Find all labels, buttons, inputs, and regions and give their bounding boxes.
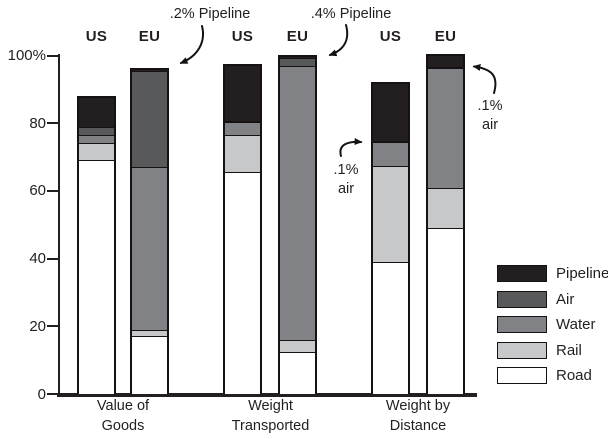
legend-label: Rail xyxy=(556,341,582,359)
segment-rail xyxy=(428,187,463,229)
legend-swatch-pipeline xyxy=(497,265,547,282)
segment-road xyxy=(132,336,167,394)
column-label-us-weight-transported: US xyxy=(231,28,254,45)
bar-us-weight-by-distance xyxy=(371,81,410,394)
annotation-text: air xyxy=(481,116,499,133)
category-label-weight-transported: Weight Transported xyxy=(231,398,310,434)
column-label-eu-weight-by-distance: EU xyxy=(434,28,457,45)
y-tick-label: 20 xyxy=(29,317,46,335)
segment-water xyxy=(280,66,315,341)
y-tick-label: 40 xyxy=(29,250,46,268)
y-tick-label: 100% xyxy=(7,47,46,64)
legend-label: Water xyxy=(556,316,596,333)
segment-air xyxy=(373,141,408,143)
legend-label: Road xyxy=(556,367,592,384)
y-tick xyxy=(47,257,60,260)
segment-pipeline xyxy=(280,56,315,58)
column-label-us-value-of-goods: US xyxy=(85,28,108,45)
y-tick xyxy=(47,393,60,395)
y-tick xyxy=(47,54,60,57)
legend: Pipeline Air Water Rail Road xyxy=(497,265,608,384)
legend-swatch-water xyxy=(497,316,547,333)
annotation-air-us-distance: .1% air xyxy=(316,161,376,198)
segment-rail xyxy=(132,329,167,337)
segment-pipeline xyxy=(428,55,463,67)
legend-item-rail: Rail xyxy=(497,341,608,359)
segment-water xyxy=(225,121,260,136)
segment-road xyxy=(428,228,463,394)
y-tick xyxy=(47,325,60,328)
bar-us-weight-transported xyxy=(223,64,262,394)
column-label-eu-value-of-goods: EU xyxy=(138,28,161,45)
segment-water xyxy=(373,142,408,166)
segment-rail xyxy=(373,165,408,263)
y-axis-line xyxy=(57,54,60,395)
segment-pipeline xyxy=(373,83,408,142)
y-tick-label: 60 xyxy=(29,182,46,200)
legend-item-road: Road xyxy=(497,367,608,384)
segment-water xyxy=(428,67,463,188)
segment-road xyxy=(225,172,260,394)
segment-rail xyxy=(225,135,260,173)
segment-water xyxy=(132,167,167,330)
category-label-weight-by-distance: Weight by Distance xyxy=(385,398,451,434)
y-tick-label: 80 xyxy=(29,114,46,132)
y-tick xyxy=(47,189,60,192)
x-axis-line xyxy=(57,393,477,397)
segment-road xyxy=(79,160,114,394)
bar-us-value-of-goods xyxy=(77,95,116,394)
annotation-text: air xyxy=(337,180,355,197)
legend-item-air: Air xyxy=(497,290,608,308)
legend-swatch-road xyxy=(497,367,547,384)
annotation-pipeline-eu-value: .2% Pipeline xyxy=(158,5,262,24)
column-label-eu-weight-transported: EU xyxy=(286,28,309,45)
annotation-text: .1% xyxy=(333,162,359,178)
segment-air xyxy=(225,120,260,122)
annotation-text: .1% xyxy=(477,98,503,114)
segment-air xyxy=(79,126,114,136)
legend-item-pipeline: Pipeline xyxy=(497,265,608,282)
legend-swatch-air xyxy=(497,290,547,308)
segment-air xyxy=(428,66,463,68)
y-tick xyxy=(47,122,60,125)
legend-swatch-rail xyxy=(497,341,547,359)
annotation-pipeline-eu-weight: .4% Pipeline xyxy=(299,5,403,24)
segment-road xyxy=(373,262,408,394)
legend-item-water: Water xyxy=(497,316,608,333)
annotation-text: .4% Pipeline xyxy=(310,6,392,22)
segment-rail xyxy=(280,340,315,352)
bar-eu-value-of-goods xyxy=(130,68,169,394)
segment-air xyxy=(280,57,315,67)
column-label-us-weight-by-distance: US xyxy=(379,28,402,45)
category-label-value-of-goods: Value of Goods xyxy=(96,398,150,434)
legend-label: Air xyxy=(556,290,575,308)
segment-road xyxy=(280,351,315,394)
segment-pipeline xyxy=(225,66,260,121)
segment-pipeline xyxy=(132,70,167,71)
y-tick-label: 0 xyxy=(37,385,46,403)
annotation-text: .2% Pipeline xyxy=(169,6,251,22)
segment-pipeline xyxy=(79,97,114,127)
segment-water xyxy=(79,135,114,144)
annotation-air-eu-distance: .1% air xyxy=(460,97,520,134)
legend-label: Pipeline xyxy=(556,265,608,282)
segment-rail xyxy=(79,143,114,161)
bar-eu-weight-transported xyxy=(278,54,317,394)
bar-eu-weight-by-distance xyxy=(426,53,465,394)
segment-air xyxy=(132,70,167,168)
